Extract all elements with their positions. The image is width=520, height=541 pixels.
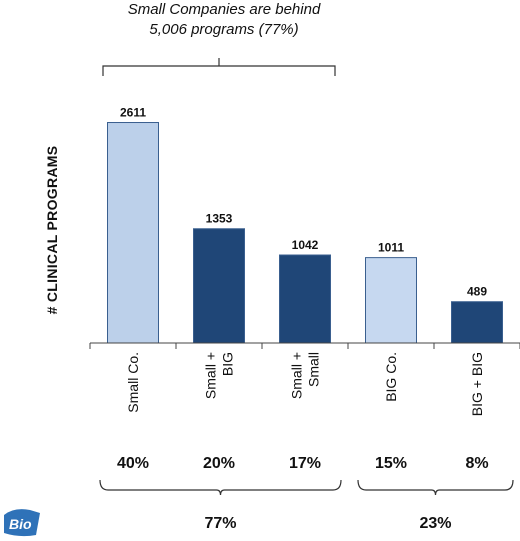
bar-value-label: 489 bbox=[467, 285, 487, 299]
percent-label: 20% bbox=[203, 455, 235, 472]
x-tick-label: BIG + BIG bbox=[469, 352, 485, 416]
percent-label: 40% bbox=[117, 455, 149, 472]
bio-logo: Bio bbox=[4, 509, 40, 537]
annotation-line-1: Small Companies are behind bbox=[127, 1, 321, 18]
percent-label: 15% bbox=[375, 455, 407, 472]
bar bbox=[107, 122, 159, 344]
x-tick-label: Small + bbox=[289, 352, 305, 399]
chart-annotation: Small Companies are behind 5,006 program… bbox=[60, 0, 388, 40]
bar-value-label: 2611 bbox=[120, 106, 146, 120]
x-tick-label: Small + bbox=[203, 352, 219, 399]
group-percent-label: 77% bbox=[204, 515, 236, 532]
x-tick-label: BIG Co. bbox=[383, 352, 399, 402]
x-tick-label: Small Co. bbox=[125, 352, 141, 413]
annotation-line-2: 5,006 programs (77%) bbox=[149, 21, 299, 38]
bar bbox=[193, 228, 245, 344]
logo-text: Bio bbox=[9, 516, 32, 532]
logo-shape bbox=[4, 509, 40, 537]
bar bbox=[451, 301, 503, 344]
x-tick-label: BIG bbox=[220, 352, 236, 376]
bar-value-label: 1042 bbox=[292, 238, 319, 252]
group-bracket bbox=[99, 479, 342, 496]
group-bracket bbox=[357, 479, 514, 496]
bar bbox=[279, 254, 331, 344]
percent-label: 17% bbox=[289, 455, 321, 472]
top-bracket bbox=[102, 58, 336, 76]
group-percent-label: 23% bbox=[419, 515, 451, 532]
bar-value-label: 1353 bbox=[206, 212, 233, 226]
x-tick-label: Small bbox=[306, 352, 322, 387]
bar bbox=[365, 257, 417, 344]
percent-label: 8% bbox=[465, 455, 488, 472]
bar-value-label: 1011 bbox=[378, 241, 404, 255]
